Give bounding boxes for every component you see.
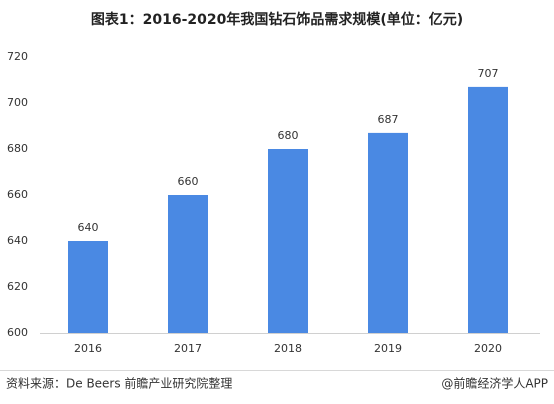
y-tick-label: 640 — [7, 234, 28, 247]
y-tick-label: 600 — [7, 326, 28, 339]
y-tick-label: 720 — [7, 50, 28, 63]
x-tick-label: 2018 — [274, 342, 302, 355]
x-tick-label: 2019 — [374, 342, 402, 355]
bar — [268, 149, 308, 333]
chart-title: 图表1：2016-2020年我国钻石饰品需求规模(单位：亿元) — [91, 11, 463, 28]
value-label: 680 — [278, 129, 299, 142]
credit: @前瞻经济学人APP — [441, 376, 548, 391]
y-tick-label: 620 — [7, 280, 28, 293]
bar — [68, 241, 108, 333]
x-tick-label: 2016 — [74, 342, 102, 355]
bar — [168, 195, 208, 333]
x-tick-label: 2020 — [474, 342, 502, 355]
y-tick-label: 680 — [7, 142, 28, 155]
value-label: 707 — [478, 67, 499, 80]
y-tick-label: 700 — [7, 96, 28, 109]
x-tick-label: 2017 — [174, 342, 202, 355]
y-tick-label: 660 — [7, 188, 28, 201]
source: 资料来源：De Beers 前瞻产业研究院整理 — [6, 376, 232, 391]
value-label: 660 — [178, 175, 199, 188]
bar — [368, 132, 408, 333]
value-label: 687 — [378, 113, 399, 126]
value-label: 640 — [78, 221, 99, 234]
bar — [468, 86, 508, 334]
